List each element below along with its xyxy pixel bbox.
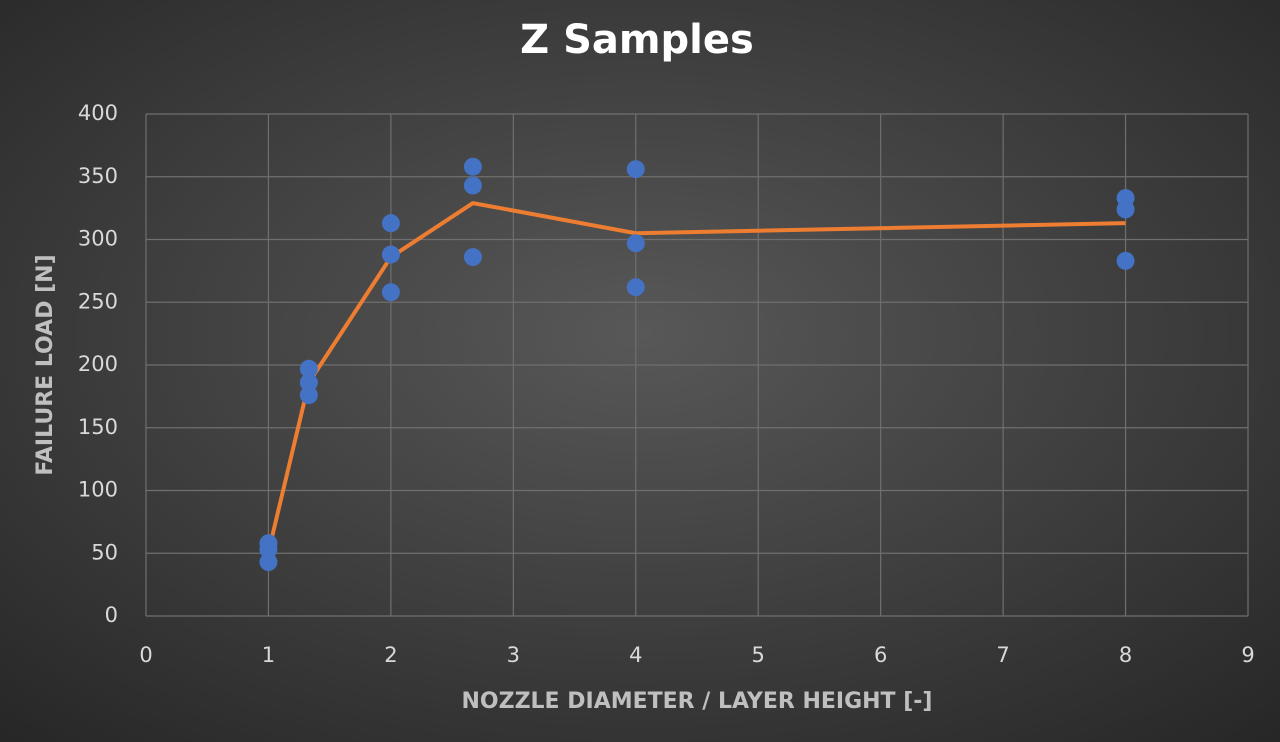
scatter-point [299,373,318,392]
x-tick-label: 8 [1119,643,1132,667]
x-tick-label: 7 [996,643,1009,667]
y-axis-title: FAILURE LOAD [N] [33,254,58,475]
y-tick-label: 350 [78,164,118,188]
x-tick-label: 2 [384,643,397,667]
y-tick-label: 200 [78,352,118,376]
line-series [266,201,1126,553]
x-tick-label: 5 [752,643,765,667]
scatter-point [463,176,482,195]
x-tick-label: 9 [1241,643,1254,667]
x-axis-title: NOZZLE DIAMETER / LAYER HEIGHT [-] [462,689,933,714]
y-tick-label: 300 [78,227,118,251]
scatter-point [299,386,318,405]
scatter-point [259,540,278,559]
scatter-point [626,278,645,297]
scatter-point [381,283,400,302]
x-tick-label: 6 [874,643,887,667]
scatter-point [463,248,482,267]
chart-title: Z Samples [520,17,754,63]
scatter-point [1116,251,1135,270]
x-tick-label: 1 [262,643,275,667]
y-tick-label: 250 [78,289,118,313]
y-tick-label: 400 [78,101,118,125]
scatter-point [626,160,645,179]
y-tick-label: 50 [91,540,118,564]
x-tick-label: 3 [507,643,520,667]
y-tick-label: 150 [78,415,118,439]
scatter-point [299,359,318,378]
x-tick-label: 0 [139,643,152,667]
grid: 0 50 100 150 200 250 300 350 400 0 1 2 3 4 5 6 7 8 9 [78,101,1255,667]
scatter-point [463,157,482,176]
scatter-point [1116,200,1135,219]
scatter-point [381,214,400,233]
x-tick-label: 4 [629,643,642,667]
scatter-point [259,553,278,572]
scatter-point [626,234,645,253]
y-tick-label: 0 [105,603,118,627]
plot [259,157,1135,572]
y-tick-label: 100 [78,478,118,502]
scatter-point [381,245,400,264]
